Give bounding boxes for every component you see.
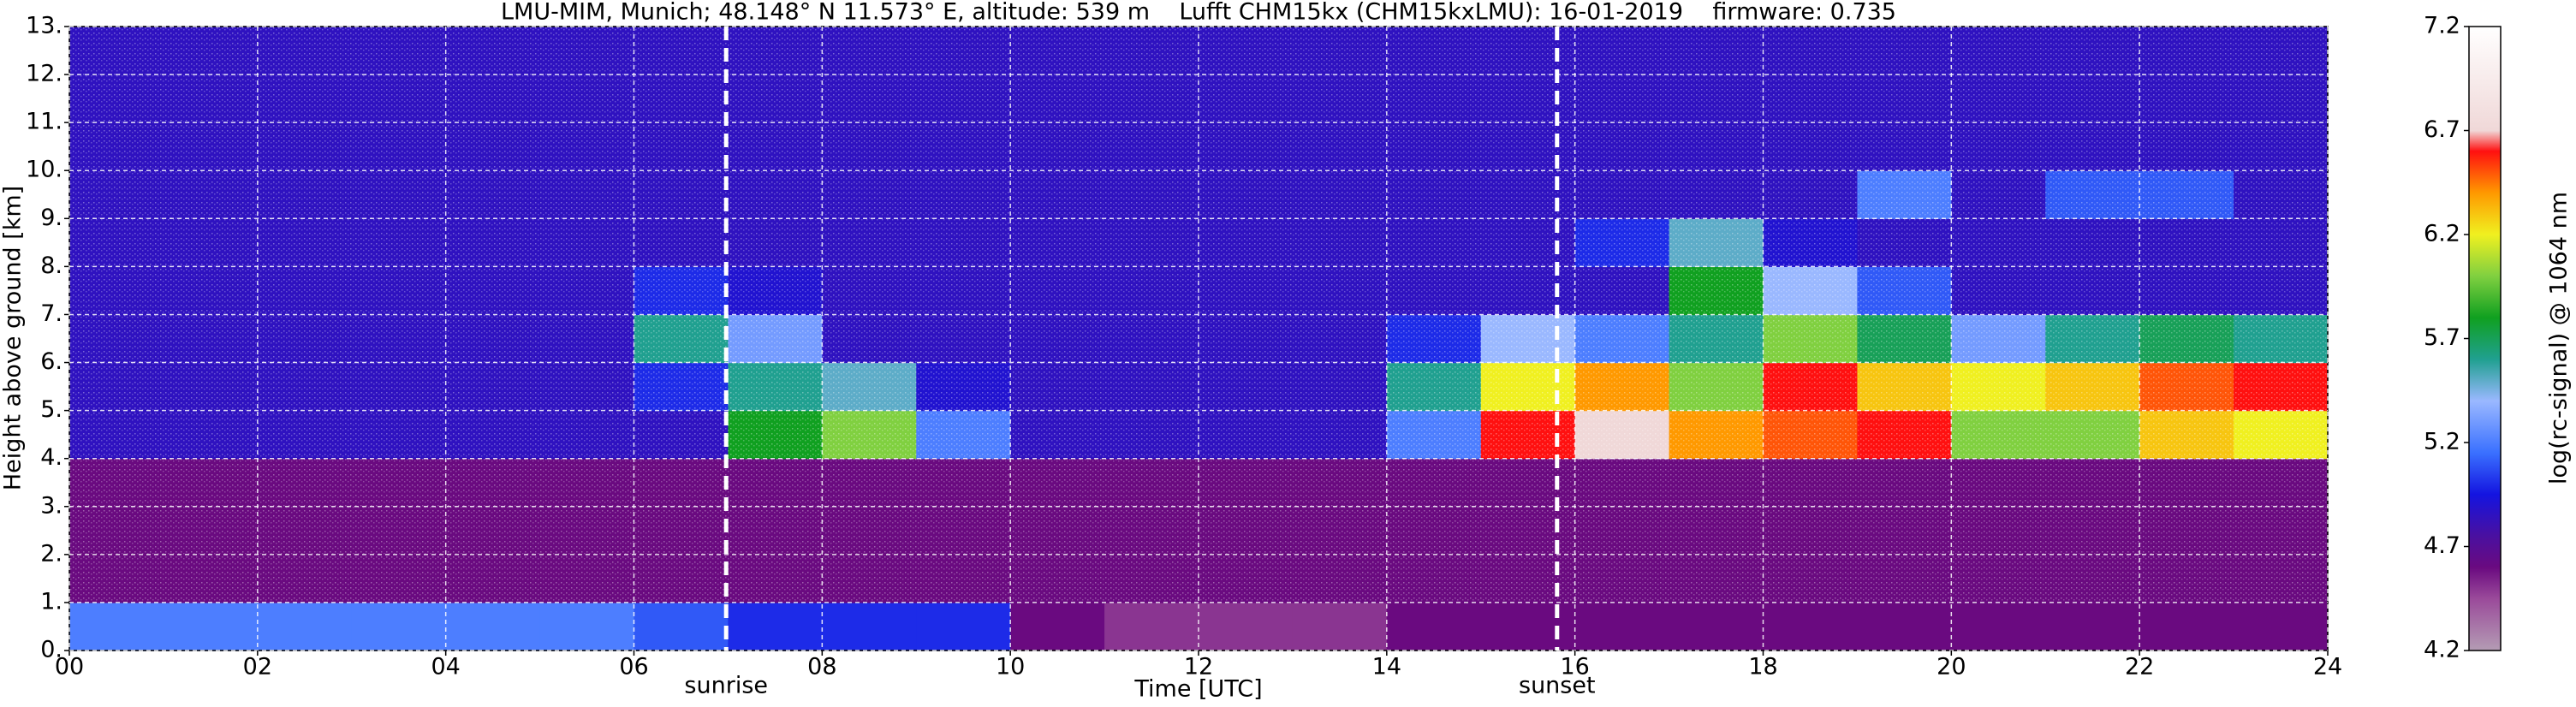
heatmap-cell [916, 602, 1011, 651]
colorbar-label: log(rc-signal) @ 1064 nm [2546, 192, 2573, 484]
y-tick-label: 1. [40, 588, 62, 615]
heatmap-cell [1199, 602, 1294, 651]
y-tick-label: 13. [26, 13, 62, 39]
x-tick-label: 10 [996, 654, 1025, 680]
y-tick-label: 5. [40, 396, 62, 423]
heatmap-cell [1763, 602, 1859, 651]
y-tick-label: 9. [40, 205, 62, 231]
heatmap-cell [2234, 602, 2329, 651]
heatmap-cell [2139, 602, 2234, 651]
heatmap-cell [1951, 602, 2046, 651]
y-tick-label: 4. [40, 444, 62, 471]
colorbar-tick-label: 6.7 [2424, 116, 2460, 143]
colorbar-tick-label: 4.7 [2424, 532, 2460, 559]
heatmap-cell [1010, 602, 1105, 651]
annotation-label: sunset [1519, 673, 1596, 699]
heatmap-cell [1669, 602, 1764, 651]
x-axis-label: Time [UTC] [1133, 676, 1262, 703]
heatmap-cell [257, 602, 353, 651]
x-tick-label: 22 [2125, 654, 2154, 680]
colorbar-tick-label: 5.7 [2424, 324, 2460, 351]
heatmap-cell [1574, 602, 1670, 651]
colorbar [2468, 26, 2502, 651]
x-tick-label: 06 [619, 654, 648, 680]
y-tick-label: 11. [26, 109, 62, 135]
y-tick-label: 12. [26, 61, 62, 87]
y-tick-label: 10. [26, 157, 62, 183]
y-tick-label: 6. [40, 348, 62, 375]
annotation-label: sunrise [684, 673, 768, 699]
heatmap-cell [1480, 602, 1576, 651]
heatmap-cell [728, 602, 823, 651]
x-tick-label: 18 [1748, 654, 1777, 680]
y-tick-label: 3. [40, 492, 62, 519]
colorbar-tick-label: 4.2 [2424, 637, 2460, 663]
y-tick-label: 7. [40, 300, 62, 327]
colorbar-tick-label: 7.2 [2424, 13, 2460, 39]
chart-title: LMU-MIM, Munich; 48.148° N 11.573° E, al… [501, 0, 1896, 26]
heatmap-cell [69, 602, 164, 651]
heatmap-cell [1857, 602, 1952, 651]
heatmap-cell [351, 602, 447, 651]
colorbar-tick-label: 5.2 [2424, 429, 2460, 455]
x-tick-label: 20 [1936, 654, 1966, 680]
heatmap-cell [163, 602, 259, 651]
heatmap-cell [1292, 602, 1388, 651]
x-tick-label: 08 [807, 654, 836, 680]
x-tick-label: 12 [1184, 654, 1213, 680]
x-tick-label: 04 [431, 654, 460, 680]
colorbar-tick-label: 6.2 [2424, 221, 2460, 247]
heatmap-cell [1104, 602, 1199, 651]
y-tick-label: 2. [40, 540, 62, 567]
heatmap-cell [634, 602, 729, 651]
x-tick-label: 16 [1560, 654, 1589, 680]
heatmap-cell [822, 602, 917, 651]
x-tick-label: 02 [243, 654, 272, 680]
x-tick-label: 00 [55, 654, 84, 680]
heatmap-cell [2045, 602, 2140, 651]
heatmap-cell [445, 602, 541, 651]
y-tick-label: 8. [40, 253, 62, 279]
x-tick-label: 24 [2313, 654, 2342, 680]
x-tick-label: 14 [1372, 654, 1401, 680]
y-axis-label: Height above ground [km] [0, 186, 27, 490]
y-tick-label: 0. [40, 637, 62, 663]
heatmap-cell [539, 602, 635, 651]
heatmap-cell [1386, 602, 1482, 651]
